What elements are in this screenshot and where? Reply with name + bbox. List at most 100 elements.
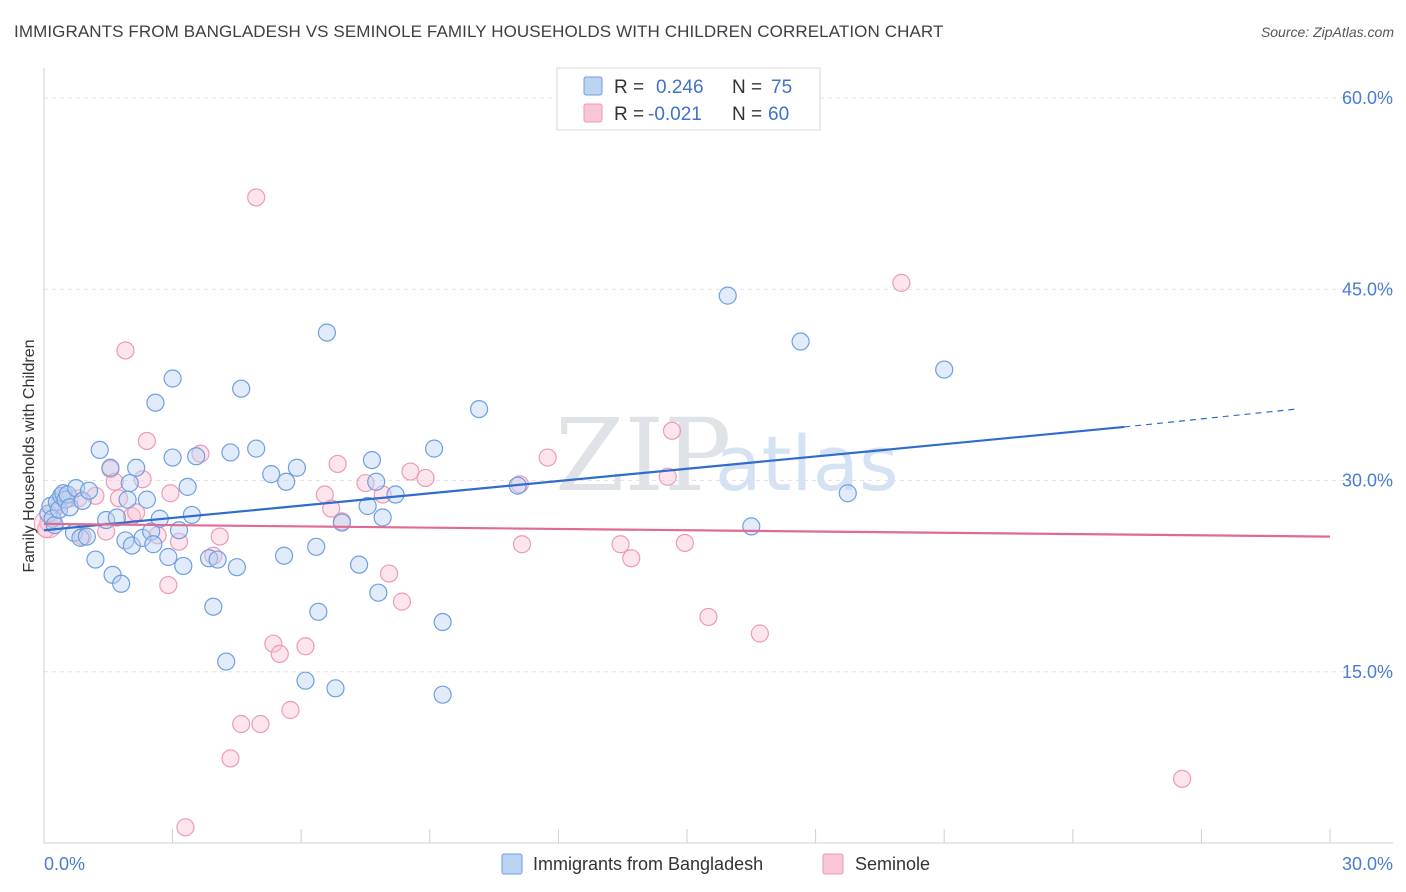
point-bangladesh-75 [791, 332, 810, 351]
point-seminole-25 [210, 527, 229, 546]
point-seminole-43 [416, 468, 435, 488]
point-bangladesh-54 [287, 458, 307, 477]
point-bangladesh-39 [174, 556, 193, 576]
bottom-legend-label-bangladesh: Immigrants from Bangladesh [533, 854, 763, 874]
x-tick-label-max: 30.0% [1342, 854, 1393, 874]
point-seminole-40 [379, 564, 399, 583]
x-tick-label-min: 0.0% [44, 854, 85, 874]
point-seminole-29 [251, 714, 270, 734]
point-seminole-13 [116, 341, 135, 360]
point-bangladesh-69 [433, 612, 452, 632]
watermark: ZIP atlas [555, 397, 899, 514]
point-seminole-46 [538, 448, 557, 467]
point-bangladesh-64 [367, 472, 386, 491]
point-bangladesh-56 [307, 537, 326, 556]
legend-n-value-2: 60 [768, 104, 789, 125]
point-bangladesh-25 [118, 490, 137, 509]
point-bangladesh-63 [362, 451, 382, 470]
point-bangladesh-37 [163, 369, 182, 388]
point-bangladesh-60 [332, 513, 352, 532]
point-bangladesh-3 [45, 516, 64, 535]
point-seminole-42 [401, 462, 420, 481]
point-bangladesh-16 [79, 481, 99, 500]
point-bangladesh-30 [137, 490, 156, 509]
point-bangladesh-45 [208, 550, 227, 569]
point-bangladesh-59 [326, 679, 345, 698]
point-bangladesh-68 [424, 439, 444, 458]
point-seminole-30 [264, 634, 283, 653]
y-tick-label-1: 30.0% [1342, 471, 1393, 491]
point-seminole-47 [611, 535, 630, 554]
point-bangladesh-58 [317, 323, 337, 342]
point-bangladesh-26 [120, 473, 139, 493]
point-seminole-36 [328, 454, 347, 474]
point-seminole-35 [322, 499, 341, 518]
point-seminole-11 [105, 472, 124, 491]
point-seminole-19 [159, 575, 178, 595]
axes [43, 68, 1393, 844]
point-seminole-20 [161, 484, 180, 503]
point-bangladesh-22 [107, 508, 126, 527]
point-bangladesh-14 [73, 491, 92, 510]
bottom-legend-label-seminole: Seminole [855, 854, 930, 874]
point-bangladesh-48 [227, 558, 246, 577]
point-seminole-45 [512, 535, 532, 554]
point-seminole-31 [270, 644, 289, 664]
point-bangladesh-62 [358, 496, 377, 516]
point-bangladesh-70 [433, 685, 452, 704]
point-seminole-49 [658, 467, 677, 486]
point-bangladesh-57 [309, 602, 328, 621]
legend-box: R = 0.246 N = 75 R = -0.021 N = 60 [556, 67, 821, 131]
point-seminole-52 [699, 607, 718, 627]
bottom-legend-swatch-bangladesh [501, 853, 523, 875]
point-bangladesh-66 [373, 508, 392, 527]
watermark-zip: ZIP [555, 397, 731, 514]
point-bangladesh-71 [469, 400, 489, 419]
point-seminole-22 [176, 818, 195, 837]
y-tick-label-2: 45.0% [1342, 279, 1393, 299]
legend-n-label-1: N = [732, 77, 762, 98]
y-tick-labels: 15.0% 30.0% 45.0% 60.0% [1342, 88, 1393, 682]
chart-title: IMMIGRANTS FROM BANGLADESH VS SEMINOLE F… [14, 22, 944, 41]
point-seminole-55 [1173, 769, 1192, 788]
trend-line-bangladesh [43, 425, 1125, 532]
y-axis-label: Family Households with Children [21, 340, 38, 573]
point-bangladesh-65 [369, 583, 388, 602]
point-bangladesh-61 [349, 555, 369, 574]
point-bangladesh-76 [838, 484, 857, 503]
legend-swatch-blue [583, 76, 603, 96]
bottom-legend: Immigrants from Bangladesh Seminole [501, 853, 930, 875]
point-bangladesh-50 [247, 439, 266, 458]
trend-line-seminole [43, 522, 1331, 538]
point-bangladesh-67 [386, 485, 405, 504]
point-bangladesh-55 [296, 671, 315, 690]
point-seminole-50 [662, 421, 682, 440]
point-bangladesh-5 [49, 500, 69, 519]
bottom-legend-swatch-seminole [822, 853, 844, 875]
point-seminole-26 [221, 749, 240, 768]
point-seminole-28 [247, 188, 266, 207]
point-bangladesh-49 [232, 379, 251, 398]
point-bangladesh-15 [77, 527, 96, 546]
point-bangladesh-77 [935, 360, 954, 379]
point-bangladesh-44 [204, 597, 223, 616]
point-seminole-54 [892, 273, 911, 292]
point-bangladesh-36 [163, 448, 182, 467]
point-bangladesh-47 [221, 443, 240, 462]
legend-swatch-pink [583, 103, 603, 123]
point-bangladesh-20 [101, 458, 120, 477]
point-bangladesh-17 [86, 550, 105, 569]
point-bangladesh-18 [90, 440, 109, 459]
point-seminole-41 [392, 592, 412, 611]
legend-r-value-2: -0.021 [648, 104, 702, 125]
point-bangladesh-35 [159, 547, 178, 567]
trend-lines [43, 408, 1331, 538]
trend-line-bangladesh-extension [1124, 408, 1296, 428]
point-seminole-17 [137, 431, 156, 451]
point-bangladesh-40 [178, 477, 197, 496]
point-seminole-51 [675, 533, 694, 553]
point-bangladesh-51 [262, 465, 281, 484]
point-bangladesh-73 [718, 286, 737, 305]
point-bangladesh-53 [277, 472, 296, 491]
